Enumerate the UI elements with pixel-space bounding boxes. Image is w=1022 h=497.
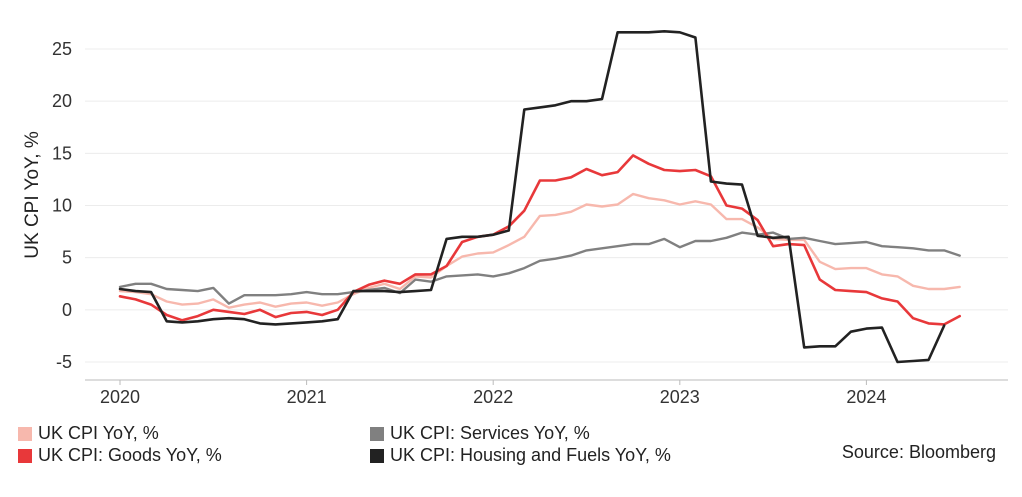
series-line-uk-cpi-goods-yoy (118, 154, 962, 326)
series-line-uk-cpi-yoy (118, 192, 961, 309)
cpi-line-chart: -5 0 5 10 15 20 25 2020 2021 2022 2023 2024 UK CPI… (22, 29, 1008, 407)
x-axis-ticks: 2020 2021 2022 2023 2024 (100, 380, 886, 407)
legend-label-services: UK CPI: Services YoY, % (390, 423, 590, 443)
legend-label-housing: UK CPI: Housing and Fuels YoY, % (390, 445, 671, 465)
x-tick-label: 2020 (100, 387, 140, 407)
legend-swatch-goods (18, 448, 32, 463)
y-tick-label: 10 (52, 196, 72, 216)
legend-item-housing: UK CPI: Housing and Fuels YoY, % (370, 445, 671, 466)
y-axis-label: UK CPI YoY, % (22, 131, 43, 259)
series-line-uk-cpi-services-yoy (118, 231, 961, 305)
y-axis-ticks: -5 0 5 10 15 20 25 (52, 39, 72, 372)
y-tick-label: 25 (52, 39, 72, 59)
x-tick-label: 2021 (287, 387, 327, 407)
legend-item-goods: UK CPI: Goods YoY, % (18, 445, 222, 466)
source-note: Source: Bloomberg (841, 442, 996, 462)
legend-label-cpi: UK CPI YoY, % (38, 423, 159, 443)
legend-item-services: UK CPI: Services YoY, % (370, 423, 590, 444)
series-line-uk-cpi-housing-and-fuels-yoy (118, 29, 946, 364)
legend-label-goods: UK CPI: Goods YoY, % (38, 445, 222, 465)
series-lines (118, 29, 962, 364)
x-tick-label: 2023 (660, 387, 700, 407)
legend-swatch-services (370, 426, 384, 441)
y-tick-label: 5 (62, 248, 72, 268)
legend-swatch-cpi (18, 426, 32, 441)
x-tick-label: 2024 (846, 387, 886, 407)
gridlines (85, 48, 1008, 363)
y-tick-label: 15 (52, 143, 72, 163)
y-tick-label: -5 (56, 352, 72, 372)
y-tick-label: 20 (52, 91, 72, 111)
y-tick-label: 0 (62, 300, 72, 320)
legend-swatch-housing (370, 448, 384, 463)
legend-item-cpi: UK CPI YoY, % (18, 423, 159, 444)
x-tick-label: 2022 (473, 387, 513, 407)
